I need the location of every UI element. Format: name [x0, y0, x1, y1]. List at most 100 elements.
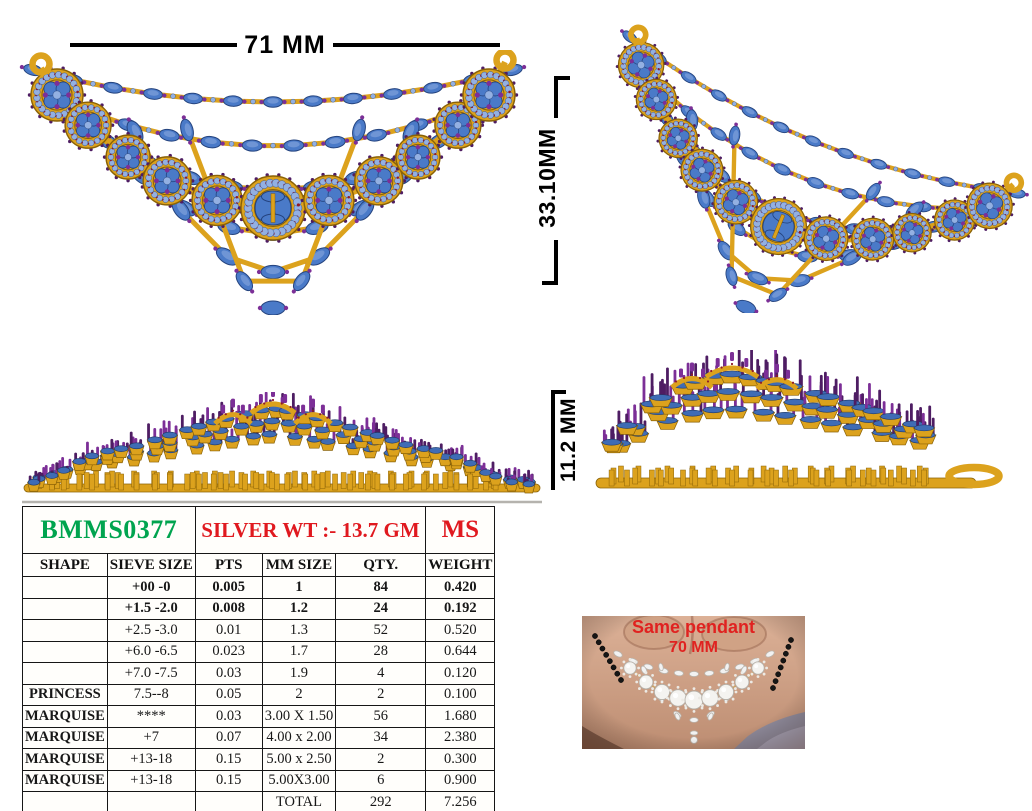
- cell-weight: 1.680: [425, 705, 496, 728]
- cell-weight: 0.644: [425, 640, 496, 663]
- cell-weight: 0.120: [425, 662, 496, 685]
- cell-mmsize: 1: [261, 576, 337, 599]
- table-row: MARQUISE +13-18 0.15 5.00 x 2.50 2 0.300: [22, 748, 496, 771]
- cell-pts: 0.15: [194, 769, 263, 792]
- table-row: +1.5 -2.0 0.008 1.2 24 0.192: [22, 597, 496, 620]
- perspective-view-render: [615, 24, 1029, 313]
- cell-weight: 2.380: [425, 726, 496, 749]
- table-row: +7.0 -7.5 0.03 1.9 4 0.120: [22, 662, 496, 685]
- table-total-row: TOTAL 292 7.256: [22, 791, 496, 811]
- cell-mmsize: 5.00X3.00: [261, 769, 337, 792]
- cell-mmsize: 4.00 x 2.00: [261, 726, 337, 749]
- cell-qty: 24: [335, 597, 427, 620]
- cell-pts: 0.05: [194, 683, 263, 706]
- cell-qty: 4: [335, 662, 427, 685]
- cell-mmsize: 1.2: [261, 597, 337, 620]
- height-dimension-label: 33.10MM: [534, 128, 560, 228]
- cell-qty: 34: [335, 726, 427, 749]
- col-pts: PTS: [194, 553, 263, 577]
- cell-shape: MARQUISE: [22, 726, 108, 749]
- side-profile-render: [22, 392, 542, 504]
- cell-shape: [22, 597, 108, 620]
- table-title-row: BMMS0377 SILVER WT :- 13.7 GM MS: [22, 506, 496, 554]
- cell-qty: 28: [335, 640, 427, 663]
- photo-caption: Same pendant: [631, 617, 756, 637]
- cell-pts: [194, 791, 263, 811]
- table-row: +2.5 -3.0 0.01 1.3 52 0.520: [22, 619, 496, 642]
- width-dimension-line-right: [332, 43, 500, 47]
- cell-pts: 0.005: [194, 576, 263, 599]
- col-weight: WEIGHT: [425, 553, 496, 577]
- depth-dimension-tick: [551, 390, 566, 394]
- height-dimension-tick-bottom: [542, 281, 558, 285]
- cell-weight: 0.300: [425, 748, 496, 771]
- cell-mmsize: 1.3: [261, 619, 337, 642]
- side-profile-closeup-render: [595, 350, 1003, 489]
- cell-mmsize: 5.00 x 2.50: [261, 748, 337, 771]
- reference-photo: Same pendant 70 MM: [582, 616, 805, 749]
- cell-sieve: +13-18: [106, 769, 196, 792]
- cell-pts: 0.15: [194, 748, 263, 771]
- cell-pts: 0.03: [194, 662, 263, 685]
- cell-weight: 0.900: [425, 769, 496, 792]
- cell-qty: 56: [335, 705, 427, 728]
- table-row: MARQUISE **** 0.03 3.00 X 1.50 56 1.680: [22, 705, 496, 728]
- design-code: BMMS0377: [22, 506, 196, 554]
- cell-shape: [22, 576, 108, 599]
- spec-table: BMMS0377 SILVER WT :- 13.7 GM MS SHAPE S…: [22, 506, 496, 811]
- cell-sieve: +1.5 -2.0: [106, 597, 196, 620]
- cell-sieve: +00 -0: [106, 576, 196, 599]
- cell-mmsize: 1.9: [261, 662, 337, 685]
- cell-sieve: ****: [106, 705, 196, 728]
- cell-qty: 2: [335, 748, 427, 771]
- cell-pts: 0.01: [194, 619, 263, 642]
- col-qty: QTY.: [335, 553, 427, 577]
- depth-dimension-label: 11.2 MM: [557, 397, 580, 483]
- cell-qty: 84: [335, 576, 427, 599]
- cell-sieve: +7: [106, 726, 196, 749]
- photo-size-caption: 70 MM: [669, 639, 718, 656]
- cell-weight: 0.100: [425, 683, 496, 706]
- cell-shape: MARQUISE: [22, 748, 108, 771]
- cell-qty: 52: [335, 619, 427, 642]
- cell-shape: PRINCESS: [22, 683, 108, 706]
- width-dimension-line-left: [70, 43, 238, 47]
- cell-shape: MARQUISE: [22, 769, 108, 792]
- front-view-render: [19, 50, 527, 315]
- table-row: PRINCESS 7.5--8 0.05 2 2 0.100: [22, 683, 496, 706]
- cell-shape: MARQUISE: [22, 705, 108, 728]
- width-dimension-label: 71 MM: [244, 30, 326, 59]
- metal-code: MS: [425, 506, 496, 554]
- col-sieve: SIEVE SIZE: [106, 553, 196, 577]
- reference-photo-image: [582, 616, 805, 749]
- cell-sieve: +13-18: [106, 748, 196, 771]
- cell-weight: 0.420: [425, 576, 496, 599]
- col-shape: SHAPE: [22, 553, 108, 577]
- height-dimension-line-bottom: [554, 240, 558, 285]
- depth-dimension-line: [551, 390, 555, 490]
- cell-weight: 0.192: [425, 597, 496, 620]
- total-label: TOTAL: [261, 791, 337, 811]
- total-weight: 7.256: [425, 791, 496, 811]
- height-dimension-line-top: [554, 76, 558, 118]
- cell-shape: [22, 619, 108, 642]
- cell-shape: [22, 640, 108, 663]
- cell-weight: 0.520: [425, 619, 496, 642]
- silver-weight: SILVER WT :- 13.7 GM: [194, 506, 427, 554]
- cell-shape: [22, 662, 108, 685]
- cell-mmsize: 1.7: [261, 640, 337, 663]
- table-row: MARQUISE +13-18 0.15 5.00X3.00 6 0.900: [22, 769, 496, 792]
- cell-shape: [22, 791, 108, 811]
- table-row: +6.0 -6.5 0.023 1.7 28 0.644: [22, 640, 496, 663]
- total-qty: 292: [335, 791, 427, 811]
- table-row: +00 -0 0.005 1 84 0.420: [22, 576, 496, 599]
- cell-pts: 0.03: [194, 705, 263, 728]
- cell-sieve: +7.0 -7.5: [106, 662, 196, 685]
- cell-pts: 0.07: [194, 726, 263, 749]
- width-dimension: 71 MM: [70, 31, 500, 59]
- cell-mmsize: 2: [261, 683, 337, 706]
- table-row: MARQUISE +7 0.07 4.00 x 2.00 34 2.380: [22, 726, 496, 749]
- cell-qty: 2: [335, 683, 427, 706]
- cell-pts: 0.008: [194, 597, 263, 620]
- cell-qty: 6: [335, 769, 427, 792]
